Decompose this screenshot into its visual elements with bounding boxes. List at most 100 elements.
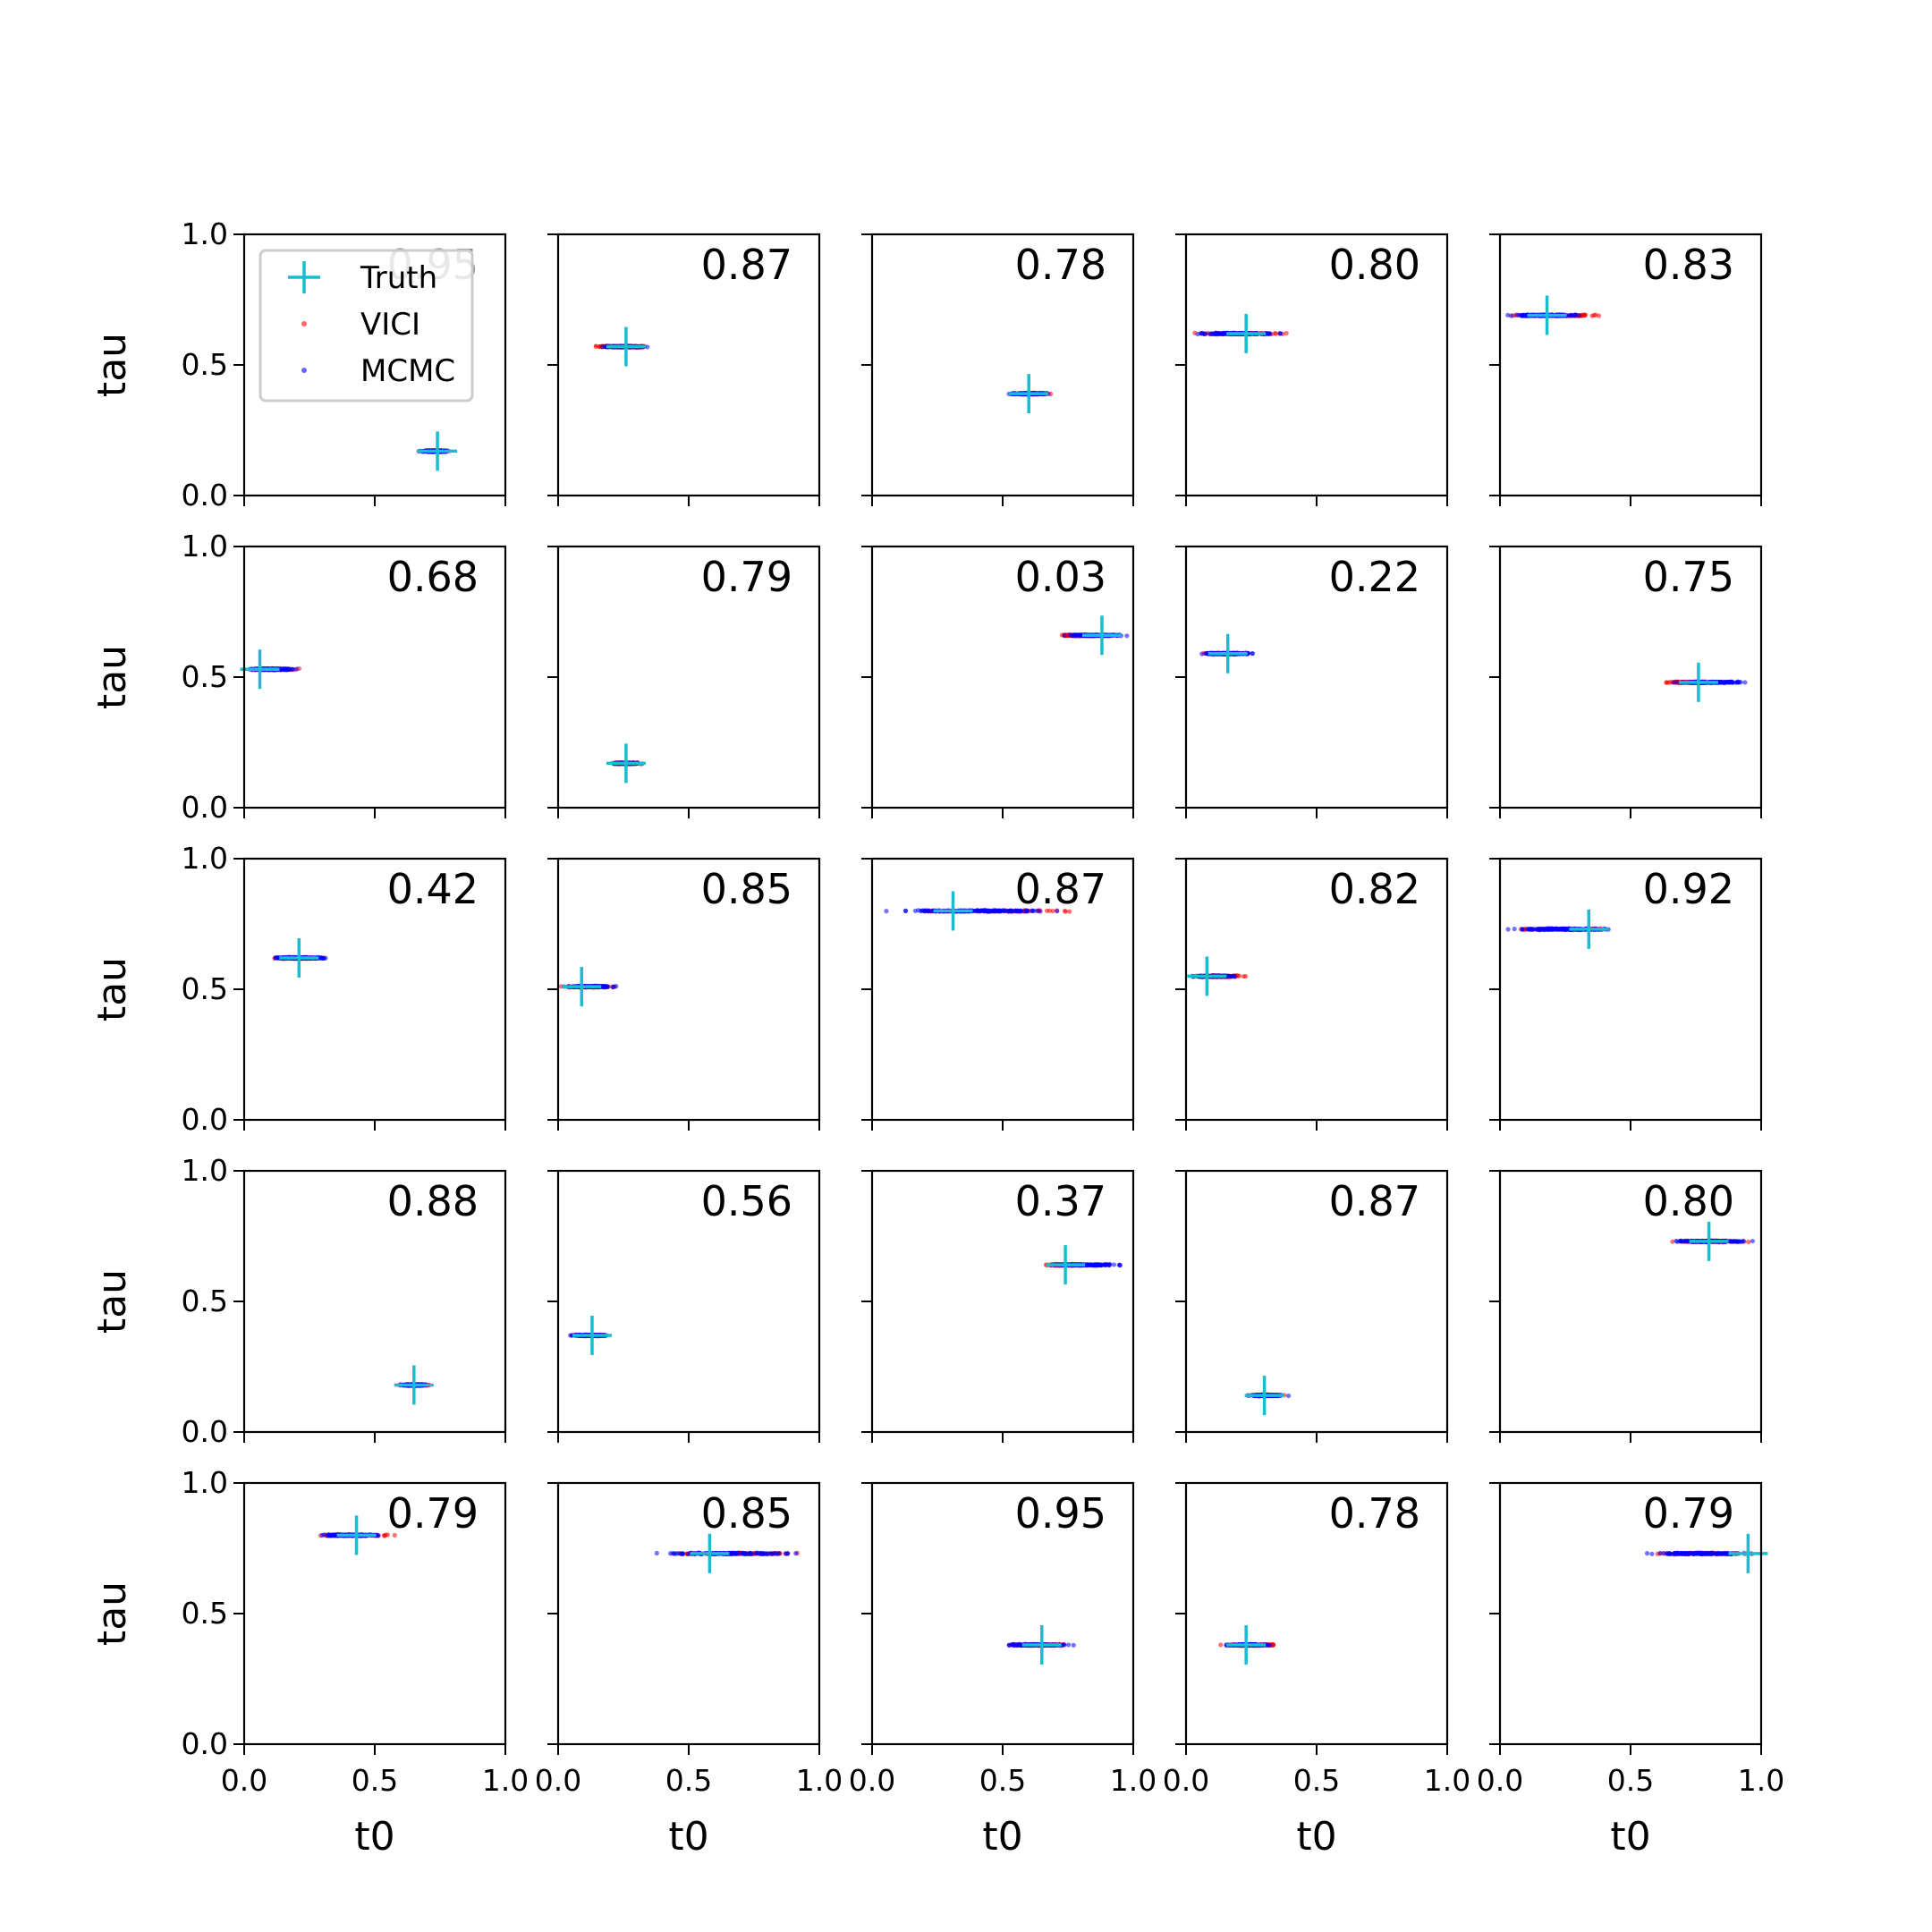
score-label: 0.79 xyxy=(701,553,792,601)
mcmc-point xyxy=(1577,312,1582,318)
mcmc-point xyxy=(1231,974,1236,979)
y-tick-label: 0.0 xyxy=(182,790,228,825)
mcmc-point xyxy=(1055,909,1060,914)
vici-point xyxy=(1284,330,1289,336)
panel-frame xyxy=(556,1169,821,1434)
mcmc-point xyxy=(912,908,918,913)
mcmc-point xyxy=(925,908,930,913)
mcmc-point xyxy=(884,909,889,914)
vici-point xyxy=(1596,313,1602,318)
panel-frame xyxy=(1498,857,1763,1122)
mcmc-point xyxy=(919,908,924,913)
y-axis-label: tau xyxy=(89,1269,135,1334)
panel-frame xyxy=(242,1169,507,1434)
y-tick-label: 1.0 xyxy=(182,529,228,564)
mcmc-point xyxy=(1674,679,1680,685)
mcmc-point xyxy=(1203,331,1208,336)
vici-point xyxy=(1050,908,1055,914)
panel: 0.87 xyxy=(861,857,1135,1131)
mcmc-point xyxy=(1018,908,1023,914)
mcmc-point xyxy=(974,908,979,913)
panel-frame xyxy=(1184,545,1449,809)
mcmc-point xyxy=(1558,927,1563,932)
panel-frame xyxy=(242,233,507,497)
mcmc-point xyxy=(1214,331,1219,336)
mcmc-point xyxy=(600,984,606,990)
vici-point xyxy=(1273,331,1278,336)
mcmc-point xyxy=(1031,908,1037,914)
mcmc-point xyxy=(1520,927,1525,932)
y-axis-label: tau xyxy=(89,957,135,1021)
vici-point xyxy=(1062,908,1068,914)
mcmc-point xyxy=(1562,927,1567,932)
mcmc-point xyxy=(1512,926,1517,932)
panel-frame xyxy=(870,857,1135,1122)
vici-point xyxy=(1667,679,1673,685)
mcmc-point xyxy=(991,908,996,913)
mcmc-point xyxy=(1718,680,1724,685)
mcmc-point xyxy=(1266,331,1271,336)
mcmc-point xyxy=(1505,312,1511,318)
panel: 0.87 xyxy=(1175,1169,1449,1443)
mcmc-point xyxy=(1062,632,1067,638)
panel-frame xyxy=(556,233,821,497)
mcmc-point xyxy=(1528,927,1533,932)
mcmc-point xyxy=(1534,927,1539,932)
score-label: 0.56 xyxy=(701,1177,792,1225)
vici-point xyxy=(593,343,598,349)
y-tick-label: 0.5 xyxy=(182,1284,228,1318)
panel: 0.22 xyxy=(1175,545,1449,818)
panel: 0.03 xyxy=(861,545,1135,818)
score-label: 0.87 xyxy=(701,241,792,289)
mcmc-point xyxy=(1024,908,1030,914)
mcmc-point xyxy=(1277,331,1283,336)
mcmc-point xyxy=(982,908,987,913)
score-label: 0.22 xyxy=(1329,553,1420,601)
panel: 0.37 xyxy=(861,1169,1135,1443)
panel-frame xyxy=(870,233,1135,497)
score-label: 0.87 xyxy=(1015,865,1106,913)
score-label: 0.42 xyxy=(387,865,479,913)
panel-frame xyxy=(870,545,1135,809)
mcmc-point xyxy=(1567,313,1573,318)
mcmc-point xyxy=(284,666,290,672)
mcmc-point xyxy=(281,666,286,672)
mcmc-point xyxy=(293,666,300,672)
y-tick-label: 0.5 xyxy=(182,347,228,382)
mcmc-point xyxy=(1106,1262,1112,1268)
score-label: 0.37 xyxy=(1015,1177,1106,1225)
y-tick-label: 0.5 xyxy=(182,659,228,694)
panel: 0.56 xyxy=(547,1169,821,1443)
mcmc-point xyxy=(614,984,619,989)
score-label: 0.88 xyxy=(387,1177,479,1225)
mcmc-point xyxy=(1089,1263,1096,1268)
mcmc-point xyxy=(1554,926,1559,932)
mcmc-point xyxy=(1225,973,1231,979)
y-tick-label: 1.0 xyxy=(182,841,228,876)
panel: 0.85 xyxy=(547,857,821,1131)
vici-point xyxy=(1242,973,1249,979)
score-label: 0.78 xyxy=(1015,241,1106,289)
panel-frame xyxy=(242,857,507,1122)
score-label: 0.68 xyxy=(387,553,479,601)
panel-frame xyxy=(1498,233,1763,497)
mcmc-point xyxy=(1547,927,1553,932)
mcmc-point xyxy=(1098,1262,1104,1267)
mcmc-point xyxy=(902,908,909,913)
mcmc-point xyxy=(1730,680,1735,685)
mcmc-point xyxy=(645,344,650,350)
panel-frame xyxy=(1184,233,1449,497)
mcmc-point xyxy=(1086,1262,1091,1267)
panel: 0.78 xyxy=(861,233,1135,506)
vici-point xyxy=(1591,312,1597,318)
mcmc-point xyxy=(1724,679,1730,685)
y-tick-label: 0.0 xyxy=(182,1414,228,1449)
panel-frame xyxy=(556,857,821,1122)
score-label: 0.83 xyxy=(1643,241,1734,289)
mcmc-point xyxy=(1035,908,1040,913)
y-tick-label: 0.0 xyxy=(182,478,228,513)
